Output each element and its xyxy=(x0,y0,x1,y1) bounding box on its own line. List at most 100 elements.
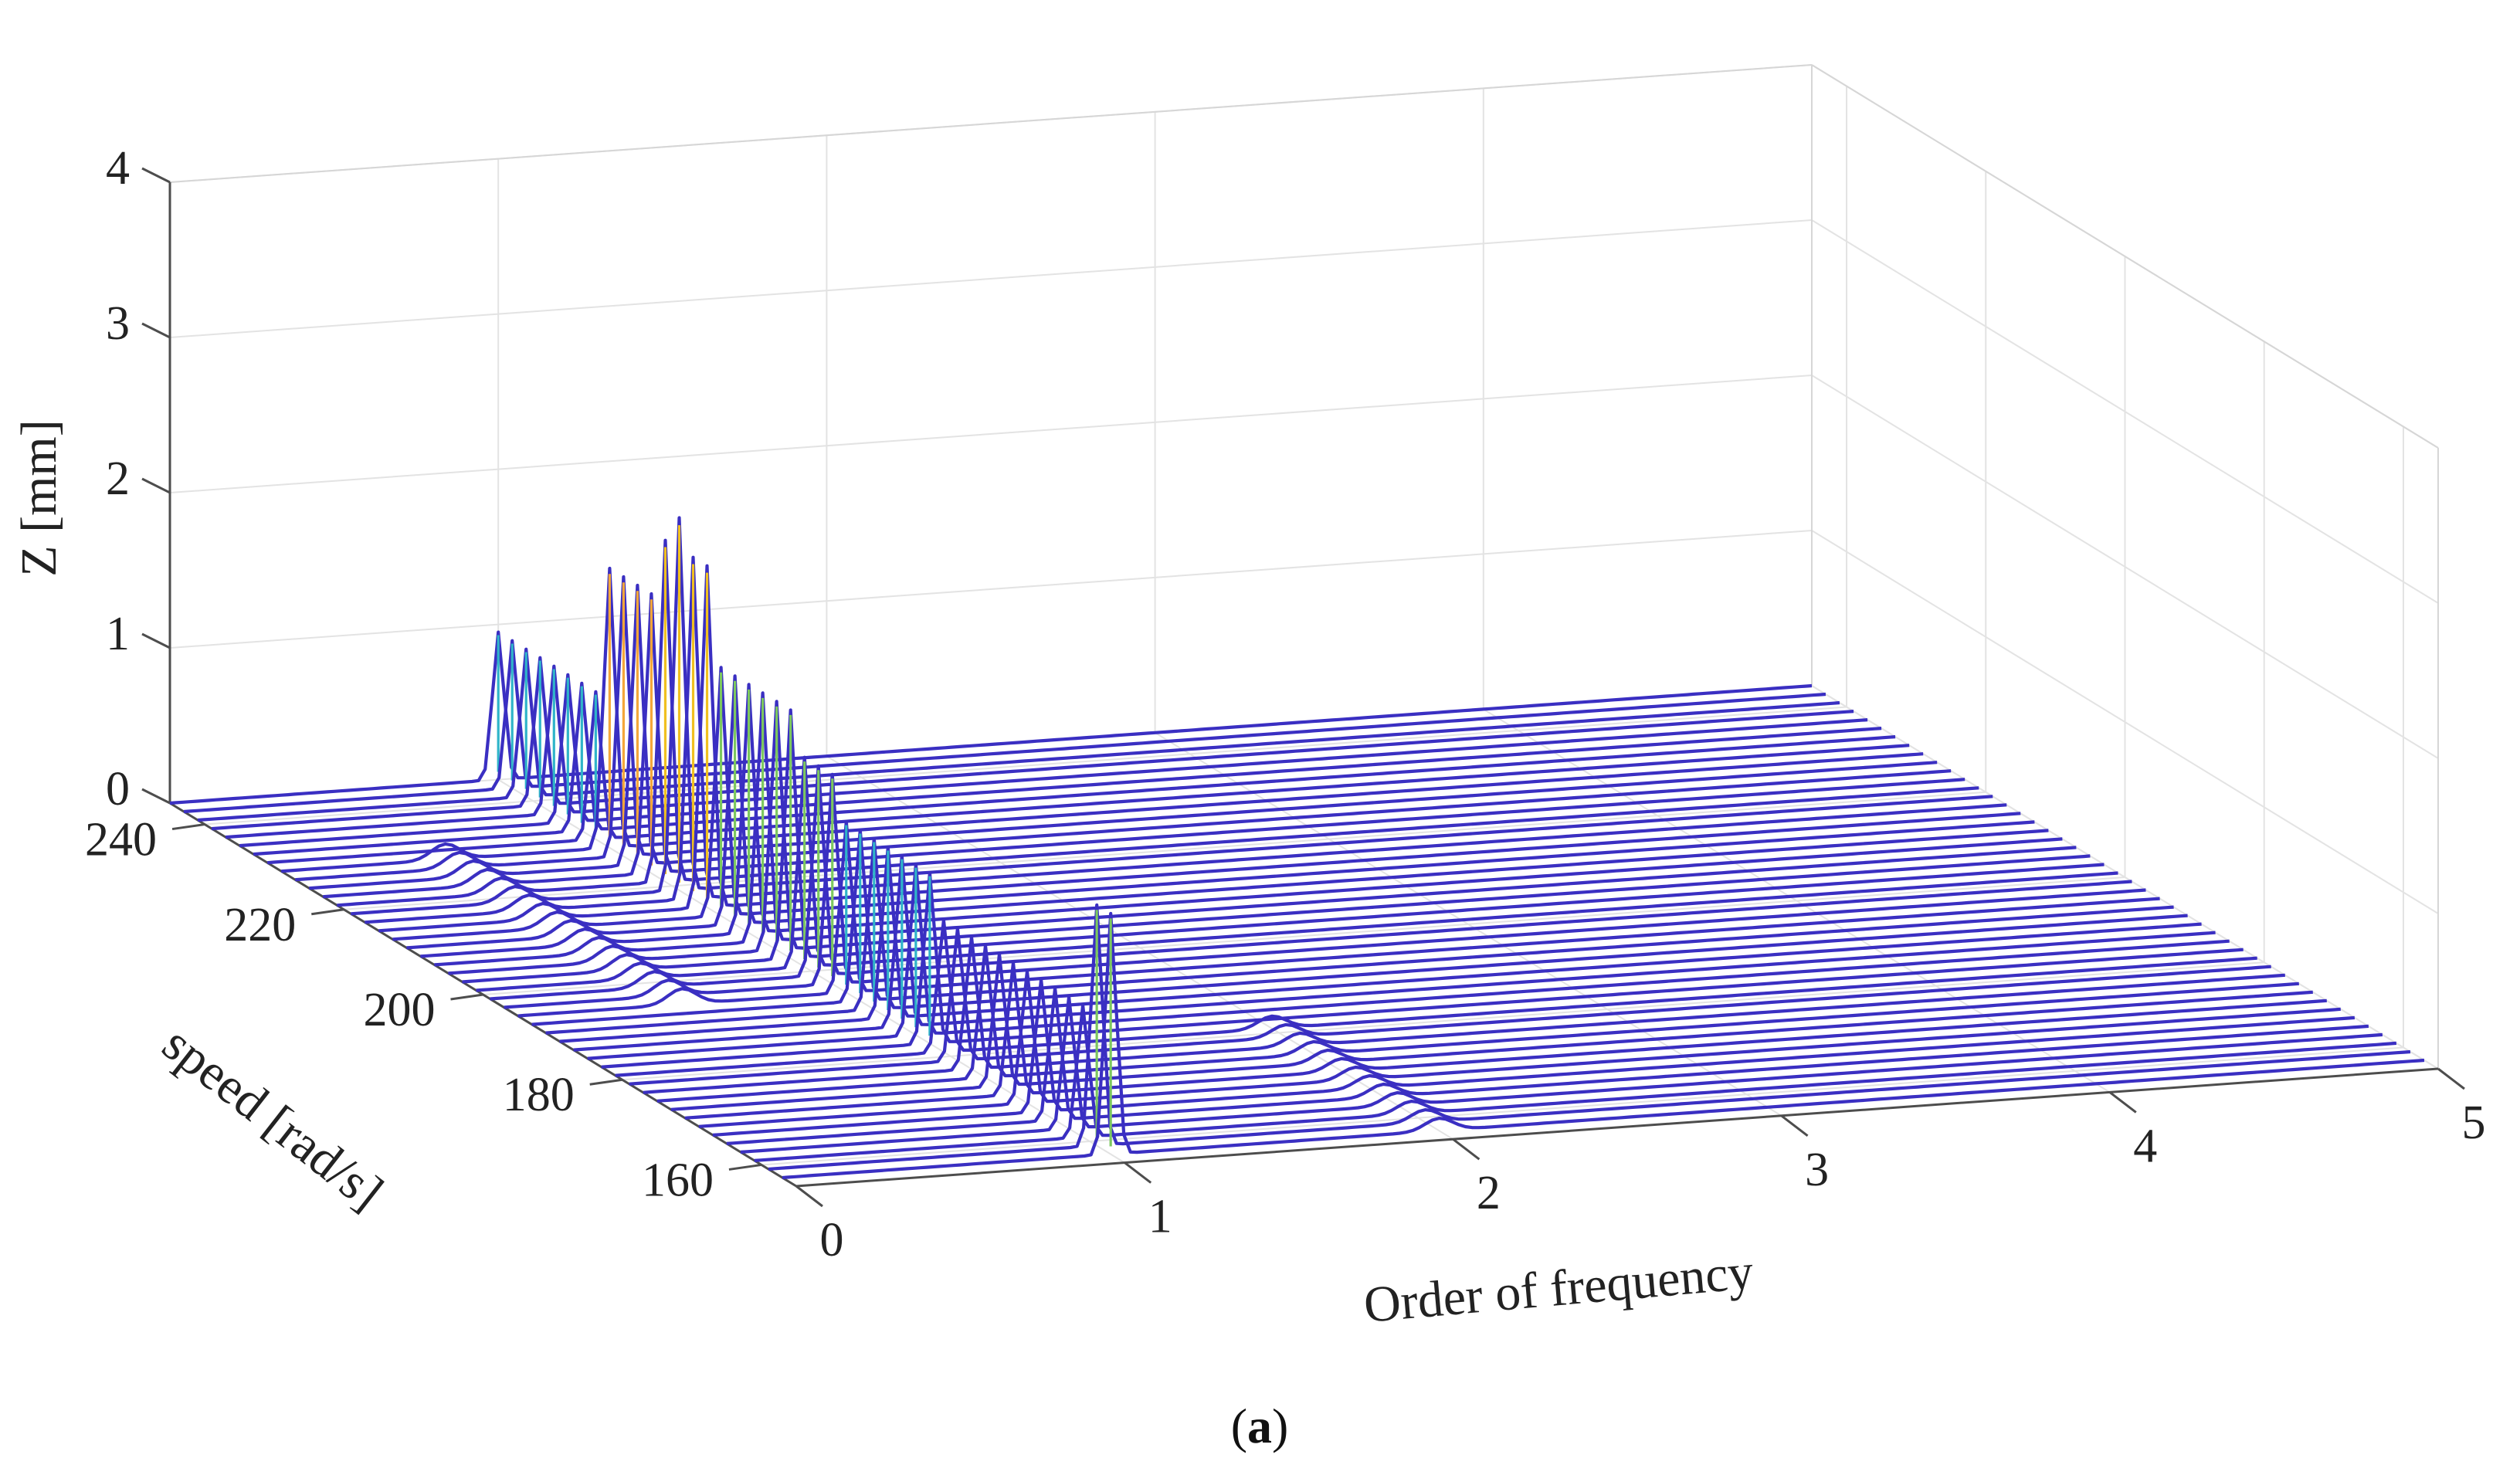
speed-trace xyxy=(323,592,1965,899)
x-tick-mark xyxy=(795,1185,823,1208)
speed-trace xyxy=(365,555,2007,924)
speed-trace xyxy=(392,666,2035,941)
z-tick-label: 0 xyxy=(106,763,130,815)
axis-lines xyxy=(141,167,2465,1208)
box-edge xyxy=(169,64,1813,183)
speed-trace xyxy=(670,952,2313,1111)
speed-trace xyxy=(782,911,2425,1180)
speed-trace xyxy=(629,927,2271,1086)
speed-trace xyxy=(573,853,2216,1052)
side-wall-grid-z xyxy=(1811,375,2439,759)
speed-trace xyxy=(462,708,2105,984)
speed-trace xyxy=(211,656,1854,831)
speed-trace xyxy=(239,673,1882,848)
y-tick-mark xyxy=(589,1078,622,1086)
speed-trace xyxy=(559,845,2202,1043)
side-wall-grid-z xyxy=(1811,219,2439,604)
box-edge xyxy=(1811,64,2439,449)
speed-trace xyxy=(337,538,1979,907)
z-axis-title: Z [mm] xyxy=(11,419,67,576)
x-tick-label: 1 xyxy=(1148,1191,1172,1243)
caption-open-paren: ( xyxy=(1231,1398,1247,1453)
x-tick-label: 3 xyxy=(1805,1144,1829,1196)
caption: (a) xyxy=(1231,1398,1289,1453)
back-wall-grid-z xyxy=(169,375,1813,493)
speed-trace xyxy=(504,772,2146,1009)
floor-grid-y xyxy=(622,961,2264,1081)
speed-trace xyxy=(420,683,2063,958)
y-tick-mark xyxy=(311,908,344,916)
grid-lines xyxy=(169,64,2439,1187)
side-wall-grid-z xyxy=(1811,530,2439,914)
floor-grid-y xyxy=(761,1046,2404,1166)
speed-trace xyxy=(698,969,2341,1128)
z-tick-mark xyxy=(141,477,171,494)
speed-trace xyxy=(351,516,1993,916)
y-tick-mark xyxy=(450,993,483,1001)
speed-trace xyxy=(684,961,2327,1120)
speed-trace xyxy=(754,1003,2397,1162)
speed-trace xyxy=(517,819,2160,1018)
speed-trace xyxy=(295,575,1938,882)
speed-trace xyxy=(643,935,2285,1094)
speed-trace xyxy=(378,564,2021,933)
x-axis-line xyxy=(795,1067,2439,1188)
speed-trace xyxy=(448,700,2091,975)
floor-grid-y xyxy=(204,706,1847,826)
speed-trace xyxy=(434,691,2077,967)
speed-trace xyxy=(740,995,2383,1154)
speed-trace xyxy=(656,944,2299,1103)
speed-trace xyxy=(406,674,2049,950)
x-axis-title: Order of frequency xyxy=(1362,1243,1755,1334)
caption-letter: a xyxy=(1247,1398,1272,1453)
y-tick-mark xyxy=(171,823,205,831)
speed-trace xyxy=(253,681,1896,856)
speed-trace xyxy=(309,583,1952,890)
waterfall-series xyxy=(169,516,2425,1180)
y-tick-label: 220 xyxy=(224,899,296,951)
x-tick-label: 4 xyxy=(2133,1120,2157,1172)
speed-trace xyxy=(587,863,2230,1060)
speed-trace xyxy=(197,647,1840,822)
floor-grid-y xyxy=(483,876,2125,995)
z-tick-label: 1 xyxy=(106,608,130,660)
z-tick-label: 4 xyxy=(106,142,130,195)
speed-trace xyxy=(726,986,2369,1145)
z-tick-mark xyxy=(141,632,171,649)
speed-trace xyxy=(183,639,1826,814)
z-tick-label: 2 xyxy=(106,453,130,505)
speed-trace xyxy=(601,871,2244,1069)
y-tick-label: 200 xyxy=(364,984,436,1036)
y-tick-mark xyxy=(728,1163,762,1171)
back-wall-grid-z xyxy=(169,219,1813,338)
z-tick-mark xyxy=(141,167,171,184)
x-tick-mark xyxy=(1780,1114,1809,1137)
speed-trace xyxy=(169,630,1813,805)
speed-trace xyxy=(545,836,2188,1035)
z-tick-label: 3 xyxy=(106,297,130,350)
speed-trace xyxy=(768,903,2411,1171)
caption-close-paren: ) xyxy=(1272,1398,1288,1453)
z-tick-mark xyxy=(141,322,171,339)
x-tick-label: 5 xyxy=(2462,1097,2486,1149)
x-tick-label: 0 xyxy=(820,1214,844,1266)
y-tick-label: 180 xyxy=(503,1069,575,1121)
speed-trace xyxy=(531,828,2174,1026)
speed-trace xyxy=(267,690,1910,865)
speed-trace xyxy=(712,978,2356,1137)
speed-trace xyxy=(281,566,1924,873)
speed-trace xyxy=(490,764,2132,1001)
y-tick-label: 160 xyxy=(642,1154,714,1206)
speed-trace xyxy=(476,755,2118,992)
speed-trace xyxy=(225,664,1868,839)
floor-grid-y xyxy=(344,791,1986,910)
x-tick-mark xyxy=(2108,1091,2137,1114)
y-tick-label: 240 xyxy=(85,814,157,866)
y-axis-title: speed [rad/s] xyxy=(152,1015,393,1221)
x-tick-mark xyxy=(2437,1067,2465,1090)
z-tick-mark xyxy=(141,788,171,805)
x-tick-label: 2 xyxy=(1477,1167,1501,1219)
x-tick-mark xyxy=(1124,1161,1152,1184)
